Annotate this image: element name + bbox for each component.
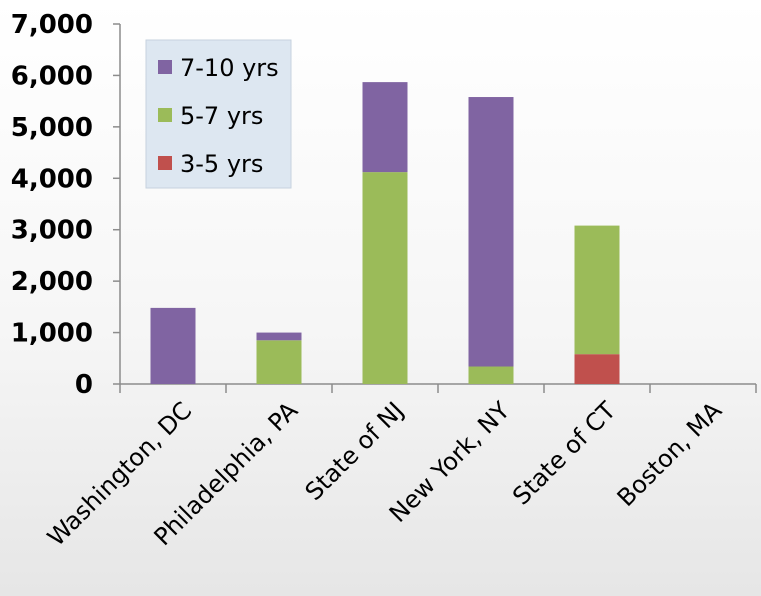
bar-segment: [362, 82, 408, 173]
y-axis: 0 1,000 2,000 3,000 4,000 5,000 6,000 7,000: [11, 10, 121, 400]
y-tick-label: 3,000: [11, 216, 93, 246]
bar-segment: [256, 332, 302, 341]
x-category-label: State of CT: [507, 396, 621, 510]
bar-segment: [468, 97, 514, 367]
legend-swatch: [158, 156, 172, 170]
y-tick-label: 2,000: [11, 267, 93, 297]
legend-swatch: [158, 60, 172, 74]
legend-label: 5-7 yrs: [180, 102, 263, 130]
x-category-label: State of NJ: [300, 396, 410, 506]
y-tick-label: 6,000: [11, 61, 93, 91]
y-tick-label: 5,000: [11, 113, 93, 143]
y-tick-label: 1,000: [11, 319, 93, 349]
bar-segment: [256, 340, 302, 384]
legend-label: 7-10 yrs: [180, 54, 279, 82]
bar-segment: [574, 225, 620, 355]
bar-segment: [468, 366, 514, 384]
bar-segment: [574, 354, 620, 384]
bars: [150, 82, 620, 384]
legend-swatch: [158, 108, 172, 122]
x-category-label: Boston, MA: [612, 396, 728, 512]
bar-segment: [150, 307, 196, 384]
y-tick-label: 0: [75, 370, 93, 400]
y-tick-label: 7,000: [11, 10, 93, 40]
legend-label: 3-5 yrs: [180, 150, 263, 178]
legend: 7-10 yrs 5-7 yrs 3-5 yrs: [145, 39, 292, 189]
bar-segment: [362, 172, 408, 384]
y-tick-label: 4,000: [11, 164, 93, 194]
